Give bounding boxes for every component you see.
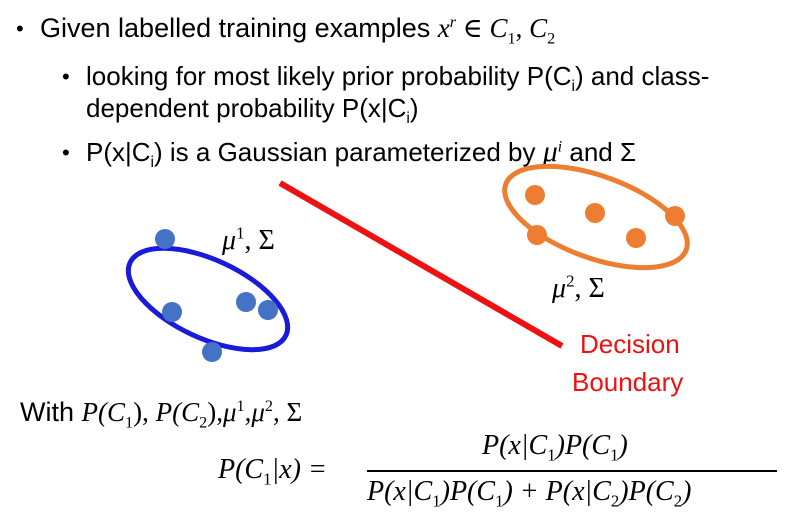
class-2-point (585, 203, 605, 223)
den-s1: 1 (432, 491, 441, 511)
formula-denominator: P(x|C1)P(C1) + P(x|C2)P(C2) (367, 476, 692, 511)
with-comma: , (244, 397, 252, 427)
mu1-rest: , Σ (244, 225, 275, 256)
class-1-point (202, 342, 222, 362)
with-c2: (C (172, 397, 200, 427)
with-prefix: With (20, 397, 82, 427)
bullet-2-sub-2: i (406, 110, 410, 128)
lhs-a: P(C (218, 454, 264, 485)
num-s2: 1 (610, 445, 619, 465)
num-s1: 1 (547, 445, 556, 465)
decision-boundary-label-2: Boundary (572, 367, 684, 397)
bullet-2-line-2: dependent probability P(x|Ci) (86, 92, 419, 128)
decision-boundary-line (278, 180, 564, 349)
math-mu: μ (542, 135, 558, 168)
class-2-point (665, 206, 685, 226)
with-sigma: , Σ (273, 397, 303, 427)
mu2-sup: 2 (566, 271, 575, 291)
den-c: ) + P(x|C (503, 476, 611, 507)
with-close2: ), (207, 397, 223, 427)
mu2-symbol: μ (552, 273, 567, 304)
decision-boundary-label-1: Decision (580, 329, 680, 359)
bullet-dot-icon: • (62, 64, 70, 89)
class-2-point (525, 185, 545, 205)
with-close1: ), (133, 397, 156, 427)
bullet-3-text-c: and Σ (562, 137, 637, 167)
bullet-3-text-b: ) is a Gaussian parameterized by (154, 137, 543, 167)
mu2-sigma-label: μ2, Σ (552, 272, 605, 305)
with-mu2-sup: 2 (264, 397, 274, 415)
bullet-1-text: Given labelled training examples (40, 13, 438, 43)
fraction-bar (367, 470, 777, 472)
class-1-point (155, 229, 175, 249)
mu1-symbol: μ (222, 225, 237, 256)
formula-numerator: P(x|C1)P(C1) (482, 430, 628, 465)
bullet-2-text-b: ) and class- (574, 61, 710, 91)
den-s3: 2 (610, 491, 620, 511)
with-p1: P (81, 397, 99, 427)
math-sub1: 1 (507, 29, 516, 48)
den-s2: 1 (495, 491, 504, 511)
den-a: P(x|C (367, 476, 433, 507)
math-in: ∈ (456, 13, 490, 43)
num-b: )P(C (555, 430, 611, 461)
lhs-sub: 1 (263, 469, 272, 489)
bullet-2-text-d: ) (409, 93, 419, 123)
den-s4: 2 (673, 491, 683, 511)
with-c1: (C (98, 397, 126, 427)
bullet-dot-icon: • (16, 16, 24, 41)
with-line: With P(C1), P(C2),μ1,μ2, Σ (20, 396, 303, 432)
num-c: ) (618, 430, 628, 461)
mu1-sigma-label: μ1, Σ (222, 224, 275, 257)
class-1-ellipse (125, 245, 291, 353)
num-a: P(x|C (482, 430, 548, 461)
den-b: )P(C (440, 476, 496, 507)
bullet-2-text-a: looking for most likely prior probabilit… (86, 61, 572, 91)
math-sub2: 2 (547, 29, 556, 48)
class-1-point (236, 292, 256, 312)
bullet-2-sub: i (571, 78, 575, 96)
lhs-rest: |x) = (271, 454, 327, 485)
bullet-3-sub: i (150, 154, 154, 172)
with-mu1-sup: 1 (236, 397, 245, 415)
class-1-point (162, 302, 182, 322)
bullet-2-line-1: looking for most likely prior probabilit… (86, 60, 710, 96)
mu1-sup: 1 (236, 223, 245, 243)
den-e: ) (682, 476, 692, 507)
bullet-2-text-c: dependent probability P(x|C (86, 93, 407, 123)
math-comma: , (515, 13, 530, 43)
math-r: r (449, 13, 457, 31)
math-c2: C (529, 13, 548, 43)
bullet-dot-icon: • (62, 140, 70, 165)
with-mu1: μ (222, 397, 237, 427)
formula-lhs: P(C1|x) = (218, 454, 327, 489)
with-s1: 1 (125, 413, 134, 432)
bullet-1: Given labelled training examples xr ∈ C1… (40, 12, 556, 48)
bullet-3-text-a: P(x|C (86, 137, 151, 167)
class-2-ellipse (502, 163, 690, 271)
bullet-3: P(x|Ci) is a Gaussian parameterized by μ… (86, 135, 637, 172)
class-2-point (626, 228, 646, 248)
class-1-point (258, 300, 278, 320)
with-mu2: μ (251, 397, 265, 427)
math-x: x (437, 13, 450, 43)
den-d: )P(C (619, 476, 674, 507)
with-p2: P (155, 397, 173, 427)
math-i: i (557, 138, 563, 156)
math-c1: C (489, 13, 508, 43)
with-s2: 2 (199, 413, 208, 432)
class-2-point (527, 225, 547, 245)
mu2-rest: , Σ (574, 273, 605, 304)
